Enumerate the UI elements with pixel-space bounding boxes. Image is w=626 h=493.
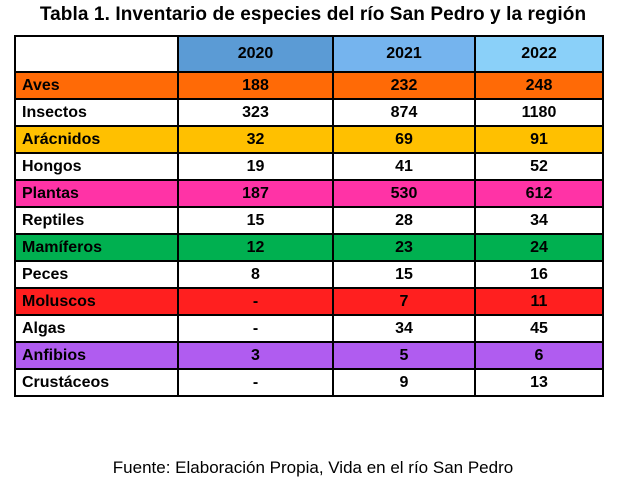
count-cell-2022: 16: [474, 260, 604, 289]
count-cell-2020: 8: [177, 260, 334, 289]
count-cell-2022: 13: [474, 368, 604, 397]
count-cell-2022: 52: [474, 152, 604, 181]
count-cell-2022: 6: [474, 341, 604, 370]
count-cell-2020: 187: [177, 179, 334, 208]
count-cell-2020: 3: [177, 341, 334, 370]
count-cell-2022: 612: [474, 179, 604, 208]
year-header: 2021: [332, 35, 476, 73]
table-row: Algas -34 45: [14, 314, 604, 343]
species-name-cell: Crustáceos: [14, 368, 179, 397]
count-cell-2021: 874: [332, 98, 476, 127]
count-cell-2020: 32: [177, 125, 334, 154]
table-row: Mamíferos 12 23 24: [14, 233, 604, 262]
count-cell-2021: 530: [332, 179, 476, 208]
count-cell-2021: 69: [332, 125, 476, 154]
species-name-cell: Mamíferos: [14, 233, 179, 262]
species-name-cell: Arácnidos: [14, 125, 179, 154]
count-cell-2021: 34: [332, 314, 476, 343]
year-header: 2020: [177, 35, 334, 73]
species-name-cell: Anfibios: [14, 341, 179, 370]
count-cell-2021: 9: [332, 368, 476, 397]
table-row: Peces 8 15 16: [14, 260, 604, 289]
count-cell-2020: 15: [177, 206, 334, 235]
table-row: Moluscos -7 11: [14, 287, 604, 316]
count-cell-2022: 1180: [474, 98, 604, 127]
species-name-cell: Plantas: [14, 179, 179, 208]
species-name-cell: Hongos: [14, 152, 179, 181]
table-row: Crustáceos -9 13: [14, 368, 604, 397]
species-name-cell: Algas: [14, 314, 179, 343]
table-row: Plantas 187 530 612: [14, 179, 604, 208]
count-cell-2020: -: [177, 287, 334, 316]
count-cell-2021: 7: [332, 287, 476, 316]
table-row: Reptiles 15 28 34: [14, 206, 604, 235]
count-cell-2022: 24: [474, 233, 604, 262]
count-cell-2022: 11: [474, 287, 604, 316]
year-header: 2022: [474, 35, 604, 73]
count-cell-2021: 41: [332, 152, 476, 181]
table-row: Anfibios 3 5 6: [14, 341, 604, 370]
species-name-cell: Aves: [14, 71, 179, 100]
species-name-cell: Moluscos: [14, 287, 179, 316]
count-cell-2020: 19: [177, 152, 334, 181]
species-name-cell: Reptiles: [14, 206, 179, 235]
count-cell-2022: 91: [474, 125, 604, 154]
table-title: Tabla 1. Inventario de especies del río …: [39, 4, 587, 25]
count-cell-2022: 34: [474, 206, 604, 235]
count-cell-2020: -: [177, 314, 334, 343]
table-row: Arácnidos 32 69 91: [14, 125, 604, 154]
count-cell-2020: 188: [177, 71, 334, 100]
species-inventory-table: 2020 2021 2022 Aves 188 232 248 Insectos 323 8…: [14, 35, 604, 397]
count-cell-2020: 323: [177, 98, 334, 127]
header-row: 2020 2021 2022: [14, 35, 604, 73]
count-cell-2021: 28: [332, 206, 476, 235]
count-cell-2020: -: [177, 368, 334, 397]
count-cell-2020: 12: [177, 233, 334, 262]
count-cell-2021: 15: [332, 260, 476, 289]
species-name-cell: Insectos: [14, 98, 179, 127]
source-caption: Fuente: Elaboración Propia, Vida en el r…: [112, 458, 514, 477]
table-row: Aves 188 232 248: [14, 71, 604, 100]
table-row: Insectos 323 874 1180: [14, 98, 604, 127]
count-cell-2021: 5: [332, 341, 476, 370]
count-cell-2022: 248: [474, 71, 604, 100]
species-name-cell: Peces: [14, 260, 179, 289]
count-cell-2021: 23: [332, 233, 476, 262]
count-cell-2022: 45: [474, 314, 604, 343]
count-cell-2021: 232: [332, 71, 476, 100]
corner-cell: [14, 35, 179, 73]
table-row: Hongos 19 41 52: [14, 152, 604, 181]
